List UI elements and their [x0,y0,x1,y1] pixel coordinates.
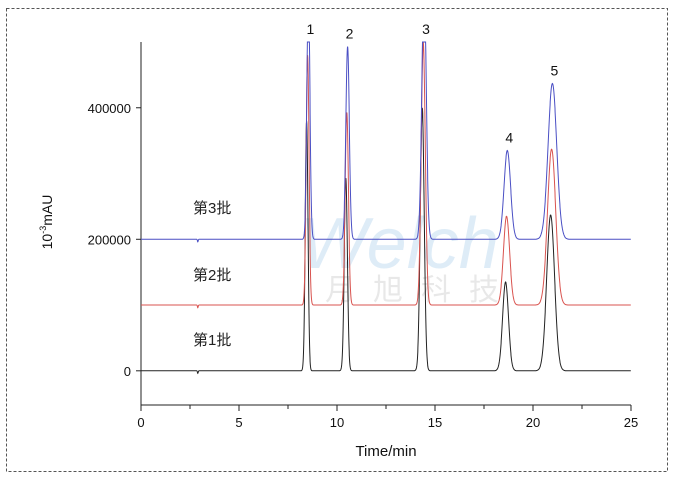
trace-1 [141,107,631,375]
axes: 0 5 10 15 20 25 0 200000 400000 [88,42,638,430]
y-tick-label: 0 [124,364,131,379]
watermark-chinese: 月旭科技 [325,274,517,307]
x-tick-label: 25 [624,415,638,430]
x-tick-label: 20 [526,415,540,430]
series-label: 第3批 [193,199,231,217]
x-tick-label: 0 [137,415,144,430]
peak-label: 1 [306,21,314,37]
watermark-latin: Welch [300,204,499,284]
trace-3 [141,41,631,243]
x-tick-label: 15 [428,415,442,430]
series-label: 第1批 [193,331,231,349]
x-axis-label: Time/min [355,443,416,460]
y-tick-label: 200000 [88,232,131,247]
trace-2 [141,41,631,309]
peak-label: 2 [346,26,354,42]
peak-label: 4 [505,130,513,146]
peak-label: 3 [422,21,430,37]
traces [141,41,631,375]
labels: 第1批 第2批 第3批 1 2 3 4 5 [193,21,559,349]
watermark-logo: Welch 月旭科技 [300,204,517,307]
peak-label: 5 [551,62,559,78]
series-label: 第2批 [193,266,231,284]
y-axis-label: 10-3mAU [38,195,55,250]
x-tick-label: 5 [235,415,242,430]
dashed-frame [6,8,668,472]
y-tick-label: 400000 [88,101,131,116]
x-tick-label: 10 [330,415,344,430]
